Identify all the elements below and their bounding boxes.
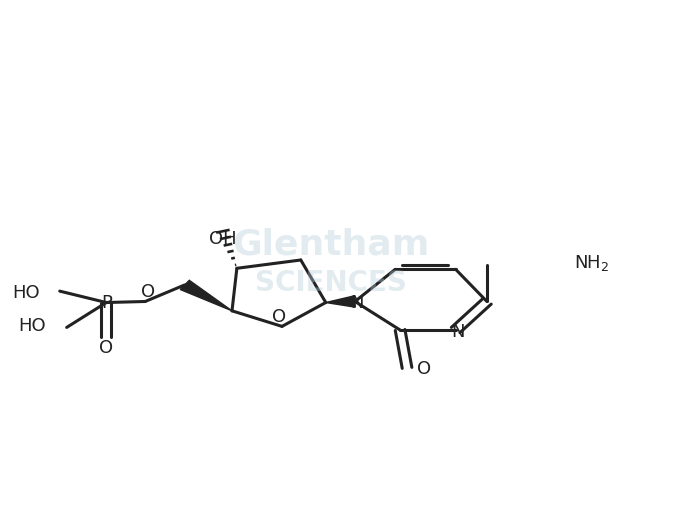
Text: O: O bbox=[272, 308, 286, 326]
Text: NH$_2$: NH$_2$ bbox=[574, 253, 609, 272]
Text: N: N bbox=[451, 322, 464, 341]
Polygon shape bbox=[180, 280, 232, 311]
Text: O: O bbox=[141, 283, 155, 301]
Text: O: O bbox=[417, 360, 431, 378]
Text: Glentham: Glentham bbox=[232, 227, 429, 262]
Text: P: P bbox=[101, 293, 112, 311]
Text: O: O bbox=[100, 339, 113, 357]
Polygon shape bbox=[326, 296, 356, 307]
Text: HO: HO bbox=[18, 317, 46, 335]
Text: HO: HO bbox=[13, 284, 40, 302]
Text: N: N bbox=[350, 294, 364, 312]
Text: OH: OH bbox=[209, 230, 237, 248]
Text: SCIENCES: SCIENCES bbox=[255, 269, 406, 297]
